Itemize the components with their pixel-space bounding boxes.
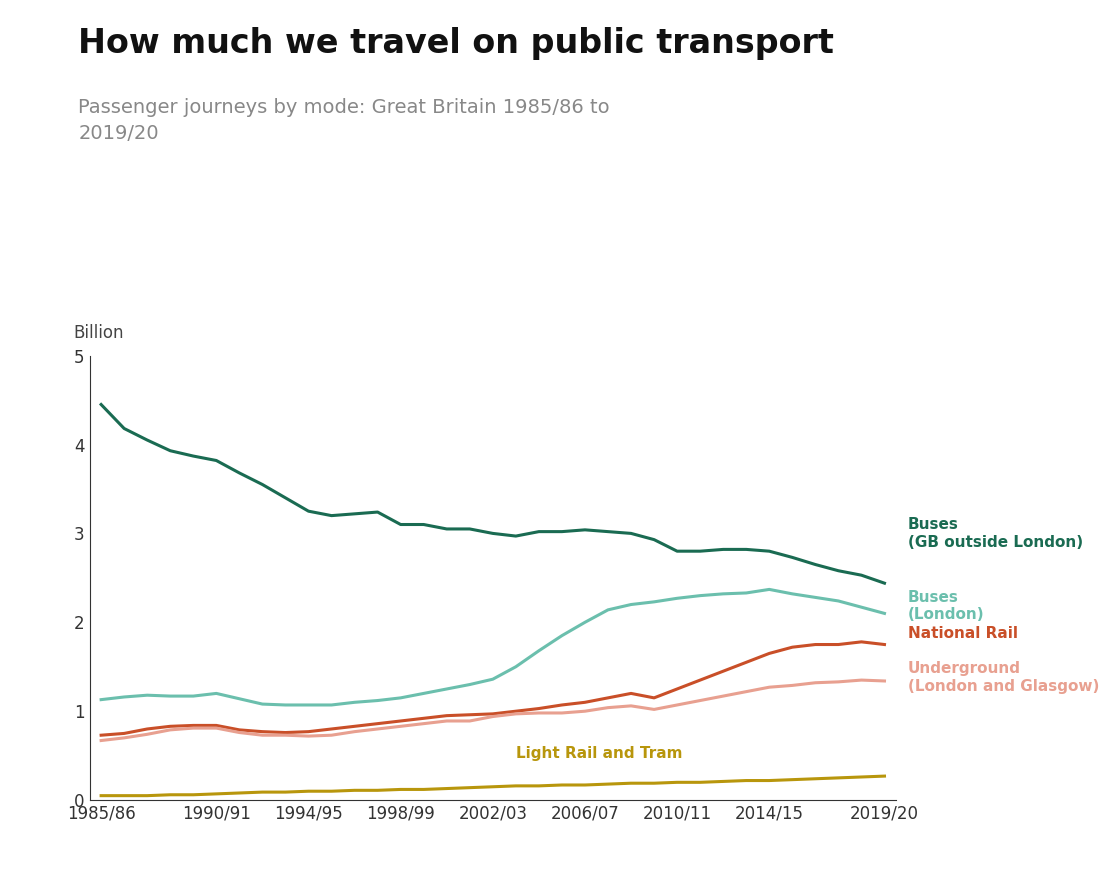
Text: Billion: Billion bbox=[74, 324, 124, 342]
Text: Passenger journeys by mode: Great Britain 1985/86 to
2019/20: Passenger journeys by mode: Great Britai… bbox=[78, 98, 610, 143]
Text: Buses
(London): Buses (London) bbox=[907, 590, 984, 622]
Text: How much we travel on public transport: How much we travel on public transport bbox=[78, 27, 834, 60]
Text: National Rail: National Rail bbox=[907, 627, 1017, 641]
Text: Buses
(GB outside London): Buses (GB outside London) bbox=[907, 517, 1083, 549]
Text: Underground
(London and Glasgow): Underground (London and Glasgow) bbox=[907, 661, 1099, 693]
Text: Light Rail and Tram: Light Rail and Tram bbox=[516, 747, 682, 761]
